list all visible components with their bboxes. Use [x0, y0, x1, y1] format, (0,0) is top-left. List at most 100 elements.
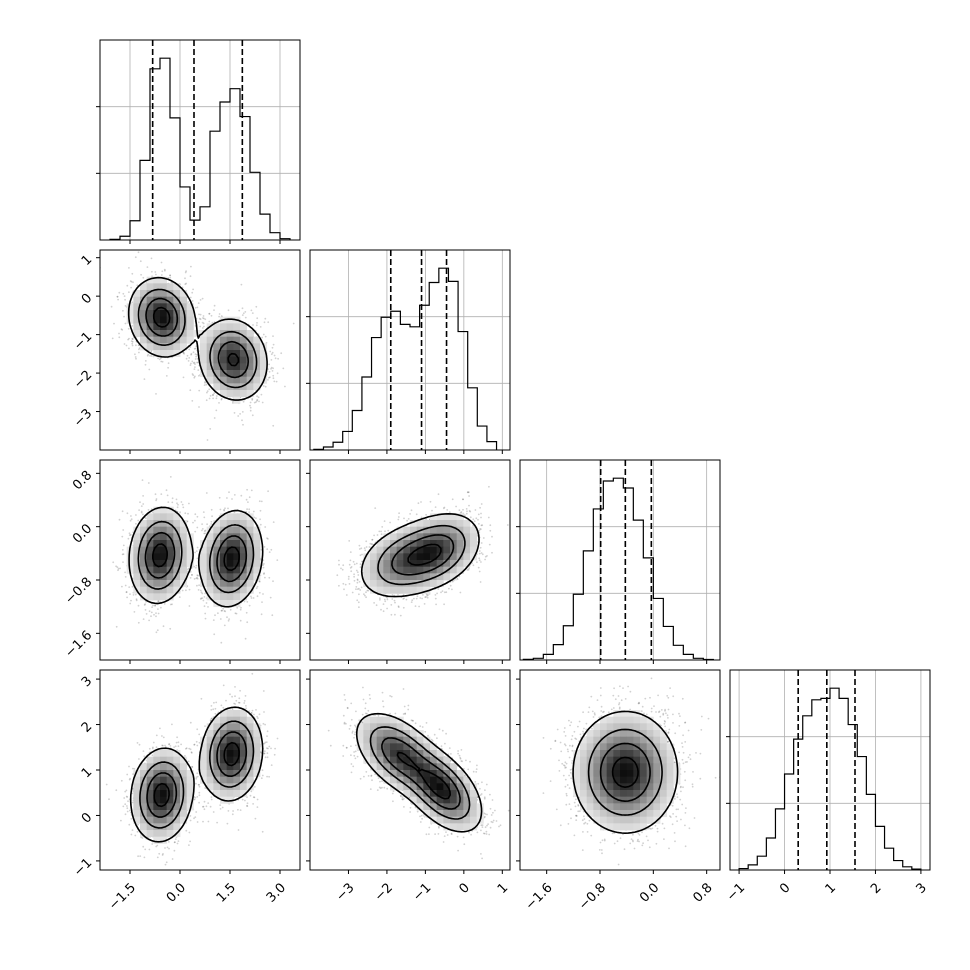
scatter-point: [155, 273, 157, 276]
scatter-point: [256, 585, 259, 588]
scatter-point: [197, 361, 200, 364]
scatter-point: [204, 382, 206, 384]
scatter-point: [255, 517, 257, 519]
scatter-point: [217, 612, 219, 615]
scatter-point: [144, 517, 147, 520]
scatter-point: [246, 508, 249, 511]
scatter-point: [210, 314, 213, 317]
scatter-point: [189, 346, 192, 349]
scatter-point: [203, 325, 205, 328]
scatter-point: [194, 530, 197, 533]
scatter-point: [280, 352, 283, 355]
density-cell: [166, 336, 174, 344]
scatter-point: [123, 343, 126, 345]
scatter-point: [144, 360, 147, 362]
histogram-panel-0: [96, 39, 301, 241]
scatter-point: [203, 317, 205, 320]
density-cell: [240, 330, 248, 338]
scatter-point: [160, 274, 163, 276]
scatter-point: [115, 625, 118, 628]
scatter-point: [194, 363, 196, 365]
scatter-point: [272, 374, 275, 377]
scatter-point: [203, 516, 206, 519]
scatter-point: [135, 522, 137, 525]
density-cell: [240, 323, 248, 331]
scatter-point: [124, 571, 126, 574]
scatter-point: [252, 597, 255, 599]
scatter-point: [262, 566, 265, 569]
density-cell: [186, 323, 194, 331]
scatter-point: [199, 313, 202, 316]
scatter-point: [131, 301, 134, 304]
scatter-point: [196, 576, 199, 579]
scatter-point: [191, 573, 193, 576]
scatter-point: [263, 321, 266, 324]
scatter-point: [133, 611, 136, 613]
scatter-point: [128, 534, 131, 537]
scatter-point: [183, 352, 186, 355]
density-cell: [233, 370, 241, 378]
scatter-point: [110, 305, 113, 308]
scatter-point: [192, 351, 195, 354]
scatter-point: [131, 340, 134, 343]
density-cell: [200, 356, 208, 364]
scatter-point: [249, 404, 251, 407]
scatter-point: [199, 325, 202, 328]
density-cell: [220, 356, 228, 364]
scatter-point: [169, 627, 172, 630]
scatter-point: [263, 572, 265, 574]
scatter-point: [196, 546, 199, 549]
scatter-point: [129, 533, 132, 536]
scatter-point: [272, 377, 275, 380]
scatter-point: [187, 567, 190, 570]
density-cell: [140, 343, 148, 351]
scatter-point: [130, 599, 132, 602]
scatter-point: [256, 322, 258, 324]
scatter-point: [201, 597, 204, 600]
density-cell: [153, 303, 161, 311]
scatter-point: [223, 610, 226, 612]
scatter-point: [157, 600, 160, 603]
scatter-point: [215, 409, 218, 412]
scatter-point: [247, 501, 249, 503]
density-cell: [246, 370, 254, 378]
scatter-point: [196, 526, 199, 529]
scatter-point: [138, 509, 141, 511]
scatter-point: [152, 604, 154, 607]
density-cell: [233, 323, 241, 331]
scatter-point: [124, 305, 127, 307]
scatter-point: [201, 592, 204, 595]
scatter-point: [195, 566, 197, 569]
scatter-point: [242, 423, 244, 426]
density-cell: [226, 356, 234, 364]
scatter-point: [282, 367, 285, 370]
scatter-point: [264, 526, 267, 528]
scatter-point: [155, 631, 158, 634]
density-cell: [226, 343, 234, 351]
density-cell: [173, 343, 181, 351]
density-cell: [160, 316, 168, 324]
scatter-point: [214, 614, 216, 617]
scatter-point: [144, 609, 147, 611]
scatter-point: [239, 413, 242, 415]
density-cell: [166, 350, 174, 358]
scatter-point: [187, 301, 190, 303]
scatter-point: [201, 529, 203, 532]
scatter-point: [258, 500, 261, 503]
scatter-point: [239, 619, 242, 622]
scatter-point: [148, 619, 151, 622]
scatter-point: [135, 598, 138, 601]
density-cell: [253, 336, 261, 344]
scatter-point: [144, 363, 147, 366]
scatter-point: [142, 503, 145, 505]
density-cell: [246, 336, 254, 344]
scatter-point: [235, 612, 238, 615]
density-cell: [166, 290, 174, 298]
scatter-point: [137, 344, 140, 346]
density-cell: [153, 323, 161, 331]
scatter-point: [249, 409, 252, 412]
scatter-point: [134, 353, 136, 356]
scatter-point: [188, 348, 191, 351]
scatter-point: [195, 355, 198, 358]
scatter-point: [160, 261, 163, 264]
